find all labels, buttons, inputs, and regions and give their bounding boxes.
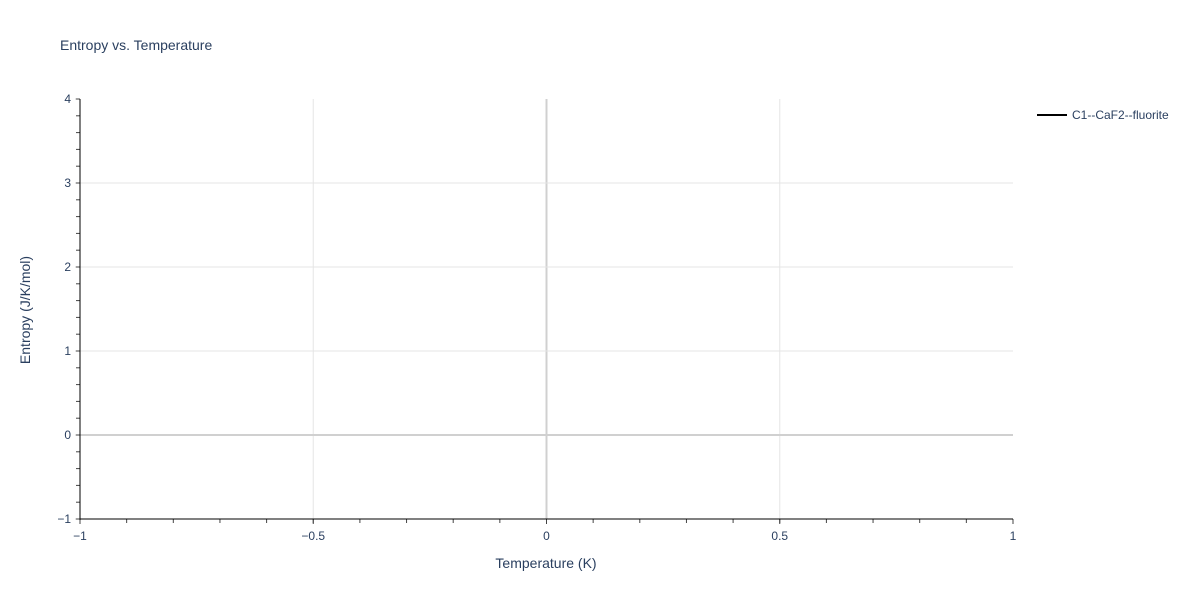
y-tick-label: 4 bbox=[64, 92, 71, 106]
x-tick-label: 1 bbox=[1010, 529, 1017, 543]
x-tick-label: 0 bbox=[543, 529, 550, 543]
axes: −1 −0.5 0 0.5 1 −1 0 1 2 3 4 bbox=[57, 92, 1016, 543]
x-tick-label: −1 bbox=[73, 529, 87, 543]
gridlines bbox=[80, 99, 1013, 519]
legend-label: C1--CaF2--fluorite bbox=[1072, 108, 1169, 122]
y-tick-label: 2 bbox=[64, 260, 71, 274]
chart-title: Entropy vs. Temperature bbox=[60, 37, 212, 53]
y-axis-label: Entropy (J/K/mol) bbox=[17, 256, 33, 364]
x-tick-label: −0.5 bbox=[301, 529, 325, 543]
y-tick-label: 0 bbox=[64, 428, 71, 442]
y-tick-label: 3 bbox=[64, 176, 71, 190]
y-tick-label: 1 bbox=[64, 344, 71, 358]
x-tick-label: 0.5 bbox=[771, 529, 788, 543]
legend[interactable]: C1--CaF2--fluorite bbox=[1037, 108, 1169, 122]
y-tick-label: −1 bbox=[57, 512, 71, 526]
x-axis-label: Temperature (K) bbox=[495, 555, 596, 571]
